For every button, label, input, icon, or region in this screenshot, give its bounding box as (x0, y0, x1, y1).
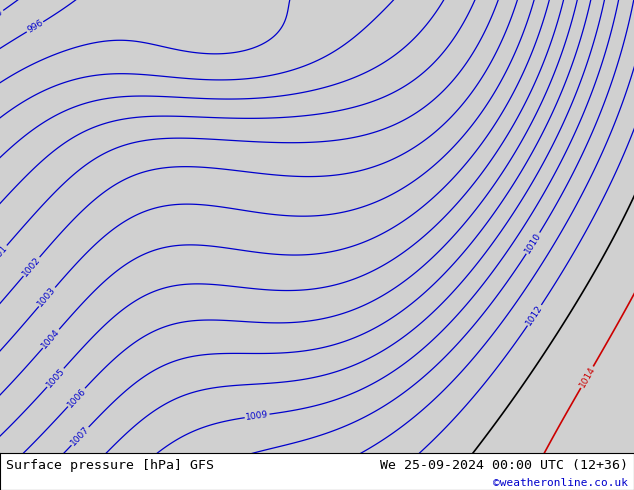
Text: 1012: 1012 (524, 303, 545, 327)
Text: 1013: 1013 (442, 467, 463, 490)
Text: Surface pressure [hPa] GFS: Surface pressure [hPa] GFS (6, 459, 214, 471)
Text: 1010: 1010 (523, 231, 543, 255)
Text: 995: 995 (0, 7, 5, 24)
Text: 1001: 1001 (0, 243, 10, 267)
Text: 1002: 1002 (21, 255, 42, 278)
Text: We 25-09-2024 00:00 UTC (12+36): We 25-09-2024 00:00 UTC (12+36) (380, 459, 628, 471)
Text: 1009: 1009 (245, 410, 269, 422)
Text: 1011: 1011 (294, 470, 318, 488)
Text: 1014: 1014 (578, 365, 597, 390)
Text: 1004: 1004 (40, 327, 62, 350)
Text: 996: 996 (25, 19, 44, 35)
Text: 1007: 1007 (69, 425, 91, 447)
Text: 1003: 1003 (36, 285, 58, 309)
Text: 1005: 1005 (44, 366, 67, 389)
Text: ©weatheronline.co.uk: ©weatheronline.co.uk (493, 478, 628, 489)
Text: 1008: 1008 (74, 463, 97, 486)
Text: 1006: 1006 (65, 386, 87, 409)
